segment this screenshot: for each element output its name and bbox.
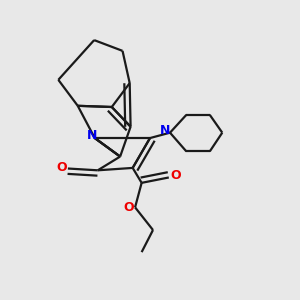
Text: O: O (123, 201, 134, 214)
Text: N: N (87, 129, 98, 142)
Text: O: O (57, 161, 67, 174)
Text: O: O (170, 169, 181, 182)
Text: N: N (159, 124, 170, 137)
